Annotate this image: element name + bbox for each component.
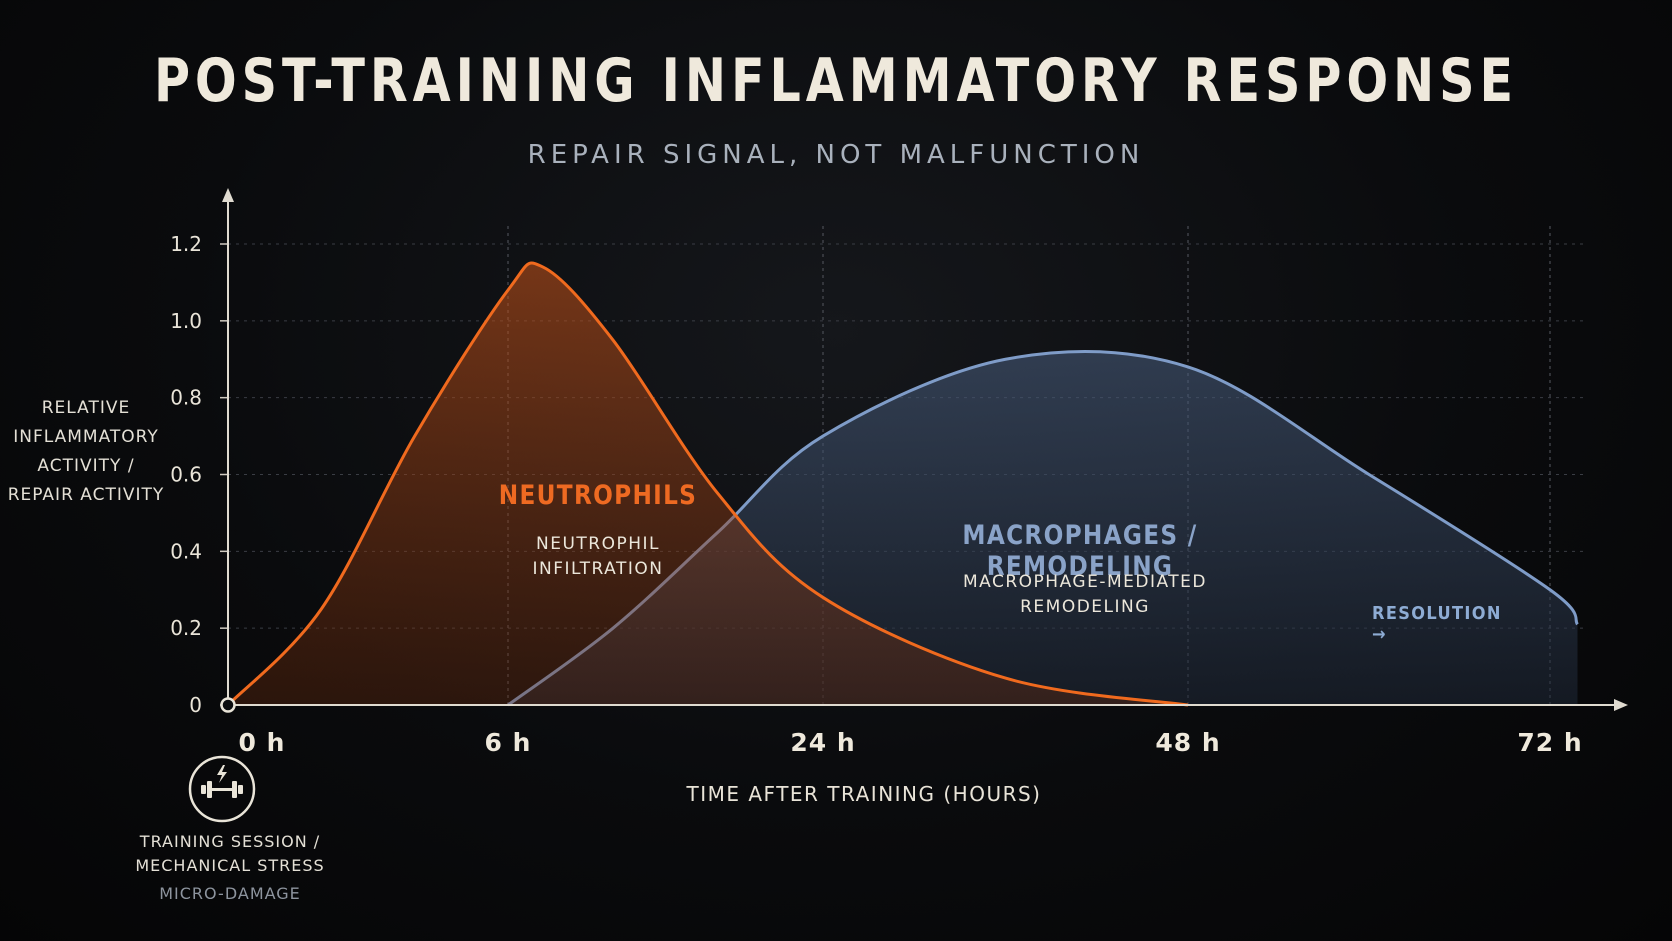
micro-damage-label: MICRO-DAMAGE bbox=[159, 884, 301, 903]
neutrophils-area bbox=[228, 263, 1188, 705]
y-axis-label-line: INFLAMMATORY bbox=[13, 427, 159, 447]
y-tick-label: 0.2 bbox=[170, 616, 202, 640]
y-axis-label: RELATIVE INFLAMMATORY ACTIVITY / REPAIR … bbox=[6, 394, 166, 510]
y-tick-label: 0.8 bbox=[170, 386, 202, 410]
y-tick-label: 1.2 bbox=[170, 232, 202, 256]
x-tick-label: 24 h bbox=[790, 728, 855, 757]
y-tick-label: 0 bbox=[189, 693, 202, 717]
x-axis-arrow-icon bbox=[1614, 699, 1628, 711]
macrophages-sublabel-line: REMODELING bbox=[1020, 597, 1150, 617]
y-axis-label-line: REPAIR ACTIVITY bbox=[7, 485, 165, 505]
chart-subtitle: REPAIR SIGNAL, NOT MALFUNCTION bbox=[527, 140, 1145, 170]
x-tick-label: 48 h bbox=[1155, 728, 1220, 757]
x-tick-label: 0 h bbox=[239, 728, 286, 757]
y-axis-label-line: RELATIVE bbox=[41, 398, 131, 418]
y-tick-label: 0.4 bbox=[170, 539, 202, 563]
neutrophils-label: NEUTROPHILS bbox=[498, 480, 698, 511]
chart-title: POST-TRAINING INFLAMMATORY RESPONSE bbox=[153, 46, 1519, 116]
y-axis-label-line: ACTIVITY / bbox=[37, 456, 135, 476]
y-tick-label: 0.6 bbox=[170, 463, 202, 487]
x-tick-label: 72 h bbox=[1517, 728, 1582, 757]
x-tick-label: 6 h bbox=[485, 728, 532, 757]
neutrophils-sublabel-line: NEUTROPHIL bbox=[536, 534, 660, 554]
y-tick-label: 1.0 bbox=[170, 309, 202, 333]
neutrophils-line bbox=[226, 261, 1189, 707]
x-axis-label: TIME AFTER TRAINING (HOURS) bbox=[686, 782, 1042, 806]
macrophages-sublabel: MACROPHAGE-MEDIATED REMODELING bbox=[920, 570, 1250, 620]
macrophages-label: MACROPHAGES / REMODELING bbox=[962, 520, 1198, 582]
training-label-line: MECHANICAL STRESS bbox=[135, 856, 325, 875]
neutrophils-sublabel-line: INFILTRATION bbox=[532, 559, 664, 579]
y-axis-arrow-icon bbox=[222, 188, 234, 202]
origin-marker bbox=[220, 697, 236, 713]
dumbbell-lightning-icon bbox=[188, 755, 256, 823]
neutrophils-sublabel: NEUTROPHIL INFILTRATION bbox=[488, 532, 708, 582]
training-session-label: TRAINING SESSION / MECHANICAL STRESS MIC… bbox=[130, 830, 330, 906]
resolution-label: RESOLUTION → bbox=[1372, 603, 1502, 645]
series-areas bbox=[226, 261, 1579, 707]
training-label-line: TRAINING SESSION / bbox=[139, 832, 321, 851]
tick-labels: 0 0.2 0.4 0.6 0.8 1.0 1.2 0 h 6 h 24 h 48 h 72 h bbox=[170, 232, 1582, 757]
axes bbox=[220, 188, 1628, 713]
macrophages-sublabel-line: MACROPHAGE-MEDIATED bbox=[962, 572, 1207, 592]
